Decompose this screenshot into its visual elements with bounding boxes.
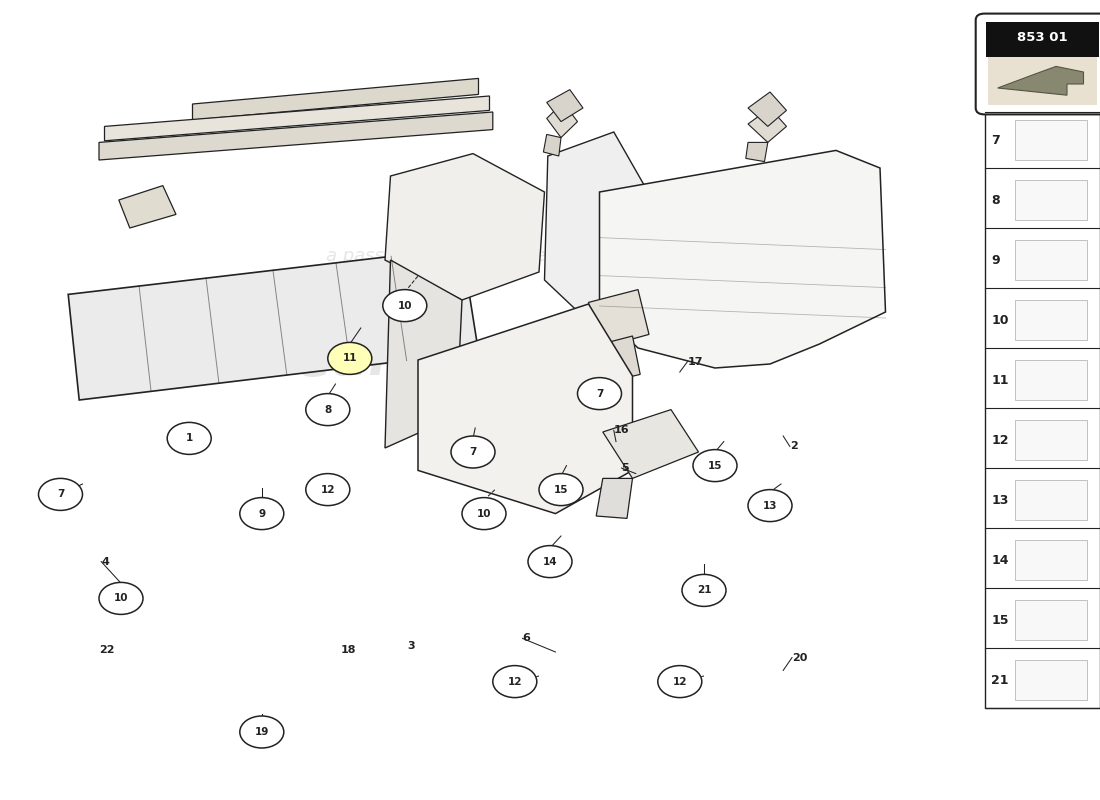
Text: 8: 8: [991, 194, 1000, 206]
Polygon shape: [547, 102, 578, 138]
Text: 10: 10: [991, 314, 1009, 326]
FancyBboxPatch shape: [1015, 300, 1087, 340]
Polygon shape: [68, 248, 478, 400]
Circle shape: [682, 574, 726, 606]
Polygon shape: [543, 134, 561, 156]
Text: 9: 9: [258, 509, 265, 518]
Polygon shape: [544, 132, 644, 332]
FancyBboxPatch shape: [984, 112, 1100, 708]
FancyBboxPatch shape: [1015, 420, 1087, 460]
FancyBboxPatch shape: [1015, 180, 1087, 220]
Text: 1: 1: [186, 434, 192, 443]
Polygon shape: [385, 154, 544, 300]
Polygon shape: [119, 186, 176, 228]
Text: 7: 7: [596, 389, 603, 398]
Circle shape: [462, 498, 506, 530]
Circle shape: [528, 546, 572, 578]
Circle shape: [658, 666, 702, 698]
Text: eurospares: eurospares: [295, 334, 629, 386]
Text: 18: 18: [341, 645, 356, 654]
Polygon shape: [547, 90, 583, 122]
Text: 9: 9: [991, 254, 1000, 266]
Text: 853 01: 853 01: [1016, 31, 1068, 44]
Text: 17: 17: [688, 357, 703, 366]
Polygon shape: [746, 142, 768, 162]
Circle shape: [383, 290, 427, 322]
Circle shape: [39, 478, 82, 510]
Text: 13: 13: [991, 494, 1009, 506]
Text: 14: 14: [542, 557, 558, 566]
Text: 10: 10: [397, 301, 412, 310]
FancyBboxPatch shape: [1015, 600, 1087, 640]
Text: 10: 10: [476, 509, 492, 518]
Text: 13: 13: [762, 501, 778, 510]
Polygon shape: [603, 410, 698, 478]
Text: 12: 12: [320, 485, 336, 494]
Text: 21: 21: [991, 674, 1009, 686]
Text: 11: 11: [991, 374, 1009, 386]
Text: 22: 22: [99, 645, 114, 654]
Text: 21: 21: [696, 586, 712, 595]
Circle shape: [578, 378, 621, 410]
Text: 5: 5: [621, 463, 629, 473]
Polygon shape: [600, 150, 886, 368]
Text: 14: 14: [991, 554, 1009, 566]
Text: 7: 7: [991, 134, 1000, 146]
Circle shape: [99, 582, 143, 614]
Text: a passion for parts since 1985: a passion for parts since 1985: [326, 247, 598, 265]
Circle shape: [748, 490, 792, 522]
Text: 15: 15: [707, 461, 723, 470]
Polygon shape: [596, 478, 632, 518]
FancyBboxPatch shape: [1015, 540, 1087, 580]
Text: 2: 2: [790, 442, 798, 451]
FancyBboxPatch shape: [1015, 360, 1087, 400]
Circle shape: [539, 474, 583, 506]
Text: 7: 7: [470, 447, 476, 457]
Circle shape: [306, 474, 350, 506]
Polygon shape: [586, 336, 640, 386]
Text: 15: 15: [991, 614, 1009, 626]
Polygon shape: [192, 78, 478, 120]
FancyBboxPatch shape: [1015, 120, 1087, 160]
Text: 10: 10: [113, 594, 129, 603]
Circle shape: [167, 422, 211, 454]
Circle shape: [240, 716, 284, 748]
Polygon shape: [748, 108, 786, 142]
Polygon shape: [99, 112, 493, 160]
Text: 7: 7: [57, 490, 64, 499]
Text: 3: 3: [407, 642, 415, 651]
FancyBboxPatch shape: [1015, 660, 1087, 700]
Text: 12: 12: [672, 677, 688, 686]
FancyBboxPatch shape: [1015, 240, 1087, 280]
Text: 16: 16: [614, 426, 629, 435]
Circle shape: [306, 394, 350, 426]
Circle shape: [693, 450, 737, 482]
FancyBboxPatch shape: [988, 56, 1097, 105]
Polygon shape: [588, 290, 649, 348]
Polygon shape: [748, 92, 786, 126]
FancyBboxPatch shape: [976, 14, 1100, 114]
Text: 11: 11: [342, 354, 358, 363]
Circle shape: [328, 342, 372, 374]
Text: 12: 12: [507, 677, 522, 686]
FancyBboxPatch shape: [1015, 480, 1087, 520]
Polygon shape: [418, 304, 632, 514]
Text: 12: 12: [991, 434, 1009, 446]
Polygon shape: [998, 66, 1084, 95]
Text: 4: 4: [101, 557, 109, 566]
Polygon shape: [104, 96, 490, 141]
Circle shape: [451, 436, 495, 468]
Text: 15: 15: [553, 485, 569, 494]
Text: 19: 19: [254, 727, 270, 737]
Text: 20: 20: [792, 653, 807, 662]
Circle shape: [493, 666, 537, 698]
FancyBboxPatch shape: [986, 22, 1099, 57]
Text: 6: 6: [522, 634, 530, 643]
Text: 8: 8: [324, 405, 331, 414]
Polygon shape: [385, 260, 462, 448]
Circle shape: [240, 498, 284, 530]
